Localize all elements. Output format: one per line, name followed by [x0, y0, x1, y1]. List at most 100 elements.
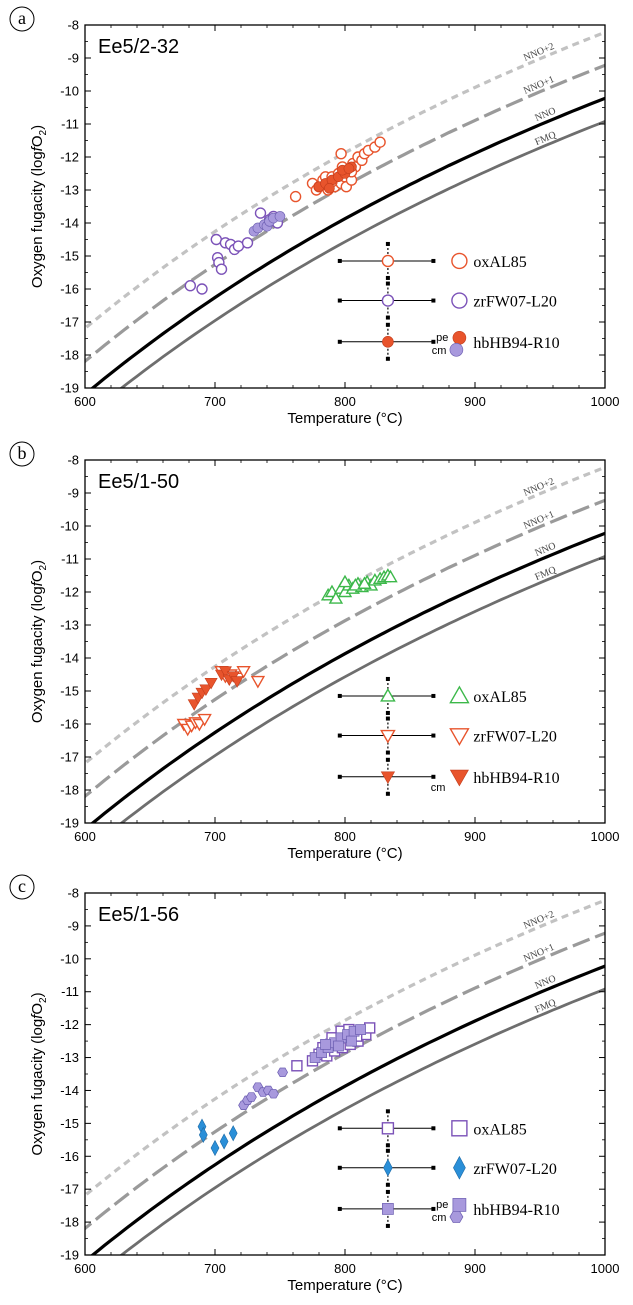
legend-entry: oxAL85	[337, 676, 527, 715]
legend-marker	[453, 1155, 466, 1180]
series-hb-pe	[309, 1024, 366, 1063]
y-tick-label: -13	[60, 183, 79, 198]
legend-entry: oxAL85	[337, 241, 527, 280]
error-bar-cap	[337, 1126, 342, 1131]
error-bar-cap	[385, 1109, 390, 1114]
legend-marker	[449, 1210, 464, 1223]
y-tick-label: -14	[60, 216, 79, 231]
data-point	[198, 1126, 208, 1144]
y-tick-label: -13	[60, 618, 79, 633]
error-bar-cap	[385, 1223, 390, 1228]
legend-label: hbHB94-R10	[473, 770, 559, 787]
series-hb-cm	[238, 1067, 289, 1110]
y-tick-label: -17	[60, 1182, 79, 1197]
y-tick-label: -9	[67, 486, 79, 501]
legend-cross-marker	[380, 687, 396, 702]
y-tick-label: -12	[60, 1017, 79, 1032]
series-hb-pe	[313, 161, 357, 194]
error-bar-cap	[431, 298, 436, 303]
y-tick-label: -14	[60, 1083, 79, 1098]
y-axis-title: Oxygen fugacity (logfO2)	[29, 992, 49, 1155]
y-tick-label: -10	[60, 519, 79, 534]
y-tick-label: -18	[60, 1215, 79, 1230]
data-point	[346, 1035, 357, 1047]
panel-letter: c	[18, 876, 26, 896]
panel-letter-circle	[9, 441, 35, 467]
y-tick-label: -17	[60, 750, 79, 765]
error-bar-cap	[385, 757, 390, 762]
series-zrfw07-l20	[197, 1118, 238, 1157]
error-bar-cap	[385, 791, 390, 796]
legend-label: zrFW07-L20	[473, 294, 557, 311]
data-point	[335, 147, 347, 160]
data-point	[277, 1067, 289, 1078]
legend-cross-marker	[380, 729, 396, 744]
data-point	[250, 675, 266, 689]
buffer-line-nno	[90, 531, 605, 823]
error-bar-cap	[337, 774, 342, 779]
error-bar-cap	[385, 281, 390, 286]
data-point	[241, 237, 254, 249]
error-bar-cap	[337, 1165, 342, 1170]
legend-cross-marker	[381, 294, 395, 307]
error-bar-cap	[431, 693, 436, 698]
legend-entry: cm hbHB94-R10	[337, 757, 560, 796]
x-tick-label: 800	[334, 829, 356, 844]
panel-title: Ee5/1-50	[98, 471, 179, 493]
data-point	[228, 1125, 238, 1142]
error-bar-cap	[431, 1206, 436, 1211]
legend-marker	[449, 342, 464, 357]
data-point	[383, 569, 398, 583]
y-tick-label: -11	[61, 117, 79, 132]
error-bar-cap	[385, 1189, 390, 1194]
legend-tag: cm	[431, 782, 446, 794]
legend-label: zrFW07-L20	[473, 729, 557, 746]
buffer-line-nnoplus1	[85, 498, 605, 799]
error-bar-cap	[385, 356, 390, 361]
error-bar-cap	[385, 322, 390, 327]
error-bar-cap	[337, 339, 342, 344]
x-tick-label: 600	[74, 829, 96, 844]
error-bar-cap	[385, 710, 390, 715]
y-tick-label: -8	[67, 453, 79, 468]
legend-entry: oxAL85	[337, 1109, 527, 1148]
x-axis-title: Temperature (°C)	[287, 845, 402, 862]
data-point	[324, 183, 335, 194]
y-tick-label: -19	[60, 381, 79, 396]
legend-tag: cm	[432, 345, 447, 357]
data-point	[196, 283, 208, 295]
panel-letter: b	[18, 443, 27, 463]
legend-entry: zrFW07-L20	[337, 716, 557, 755]
data-point	[210, 1139, 220, 1157]
legend-entry: zrFW07-L20	[337, 1148, 557, 1187]
x-tick-label: 600	[74, 394, 96, 409]
error-bar-cap	[385, 275, 390, 280]
x-tick-label: 1000	[591, 394, 620, 409]
legend-marker	[451, 292, 468, 309]
legend-cross-marker	[381, 1122, 395, 1135]
legend-cross-marker	[381, 254, 395, 268]
data-point	[364, 1022, 376, 1034]
data-point	[230, 676, 244, 688]
buffer-curves	[85, 898, 605, 1255]
legend-entry: zrFW07-L20	[337, 281, 557, 320]
error-bar-cap	[431, 339, 436, 344]
data-point	[236, 666, 251, 679]
legend-label: oxAL85	[473, 254, 526, 271]
legend-marker	[449, 685, 470, 704]
data-point	[355, 1024, 366, 1035]
legend-cross-marker	[382, 335, 394, 348]
error-bar-cap	[431, 1126, 436, 1131]
data-point	[333, 1040, 344, 1052]
error-bar-cap	[385, 676, 390, 681]
x-tick-label: 1000	[591, 829, 620, 844]
x-tick-label: 900	[464, 394, 486, 409]
y-tick-label: -15	[60, 249, 79, 264]
data-point	[291, 1060, 303, 1072]
buffer-line-nnoplus2	[85, 898, 605, 1198]
y-tick-label: -9	[67, 918, 79, 933]
